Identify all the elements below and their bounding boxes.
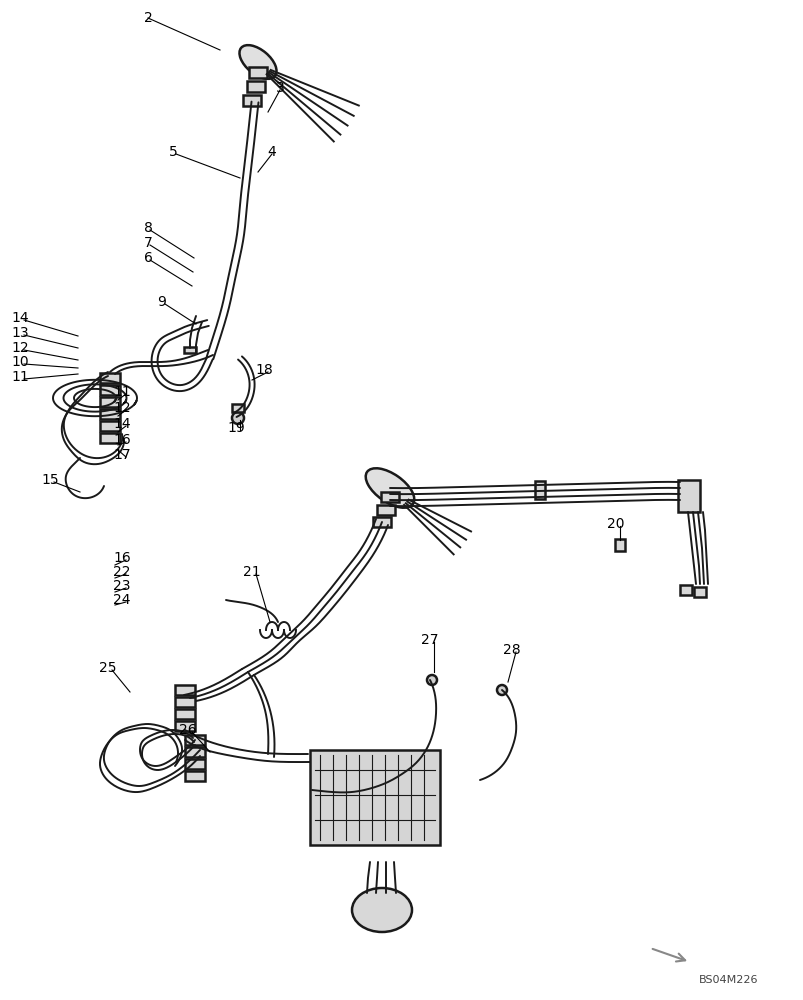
- FancyBboxPatch shape: [310, 750, 439, 845]
- Text: 9: 9: [157, 295, 166, 309]
- Ellipse shape: [365, 468, 414, 508]
- FancyBboxPatch shape: [175, 709, 195, 719]
- FancyBboxPatch shape: [100, 373, 120, 383]
- Text: 11: 11: [113, 385, 131, 399]
- Text: 16: 16: [113, 551, 131, 565]
- Text: 12: 12: [11, 341, 29, 355]
- Text: 24: 24: [113, 593, 131, 607]
- Text: 8: 8: [144, 221, 153, 235]
- Text: 7: 7: [144, 236, 153, 250]
- FancyBboxPatch shape: [679, 585, 691, 595]
- Text: 27: 27: [421, 633, 438, 647]
- FancyBboxPatch shape: [100, 433, 120, 443]
- FancyBboxPatch shape: [175, 697, 195, 707]
- FancyBboxPatch shape: [373, 517, 390, 527]
- FancyBboxPatch shape: [243, 95, 261, 106]
- Text: 25: 25: [99, 661, 116, 675]
- FancyBboxPatch shape: [100, 397, 120, 407]
- FancyBboxPatch shape: [175, 685, 195, 695]
- Text: 11: 11: [11, 370, 29, 384]
- Text: 17: 17: [113, 448, 131, 462]
- FancyBboxPatch shape: [377, 505, 394, 515]
- Ellipse shape: [352, 888, 411, 932]
- Text: 23: 23: [113, 579, 131, 593]
- Text: 21: 21: [243, 565, 260, 579]
- Text: 13: 13: [11, 326, 29, 340]
- FancyBboxPatch shape: [185, 759, 205, 769]
- FancyBboxPatch shape: [693, 587, 705, 597]
- FancyBboxPatch shape: [534, 481, 544, 499]
- FancyBboxPatch shape: [185, 735, 205, 745]
- Text: 6: 6: [144, 251, 153, 265]
- Text: 14: 14: [11, 311, 29, 325]
- FancyBboxPatch shape: [677, 480, 699, 512]
- FancyBboxPatch shape: [247, 81, 265, 92]
- FancyBboxPatch shape: [175, 721, 195, 731]
- Circle shape: [426, 675, 437, 685]
- FancyBboxPatch shape: [100, 409, 120, 419]
- Text: 22: 22: [113, 565, 131, 579]
- Text: 4: 4: [267, 145, 276, 159]
- FancyBboxPatch shape: [185, 747, 205, 757]
- Text: 3: 3: [275, 81, 284, 95]
- Ellipse shape: [239, 45, 276, 79]
- Text: 15: 15: [41, 473, 59, 487]
- Text: 20: 20: [606, 517, 624, 531]
- Text: 28: 28: [503, 643, 520, 657]
- Text: BS04M226: BS04M226: [698, 975, 757, 985]
- Text: 10: 10: [11, 355, 29, 369]
- FancyBboxPatch shape: [232, 404, 243, 412]
- FancyBboxPatch shape: [100, 421, 120, 431]
- Text: 18: 18: [255, 363, 272, 377]
- Circle shape: [232, 412, 243, 424]
- FancyBboxPatch shape: [184, 347, 196, 353]
- Text: 26: 26: [179, 723, 197, 737]
- Text: 16: 16: [113, 433, 131, 447]
- Text: 12: 12: [113, 401, 131, 415]
- Text: 14: 14: [113, 417, 131, 431]
- FancyBboxPatch shape: [614, 539, 624, 551]
- FancyBboxPatch shape: [185, 771, 205, 781]
- Text: 5: 5: [169, 145, 177, 159]
- Circle shape: [496, 685, 507, 695]
- FancyBboxPatch shape: [249, 67, 267, 78]
- FancyBboxPatch shape: [100, 385, 120, 395]
- Text: 2: 2: [144, 11, 153, 25]
- Text: 19: 19: [226, 421, 245, 435]
- FancyBboxPatch shape: [381, 492, 398, 502]
